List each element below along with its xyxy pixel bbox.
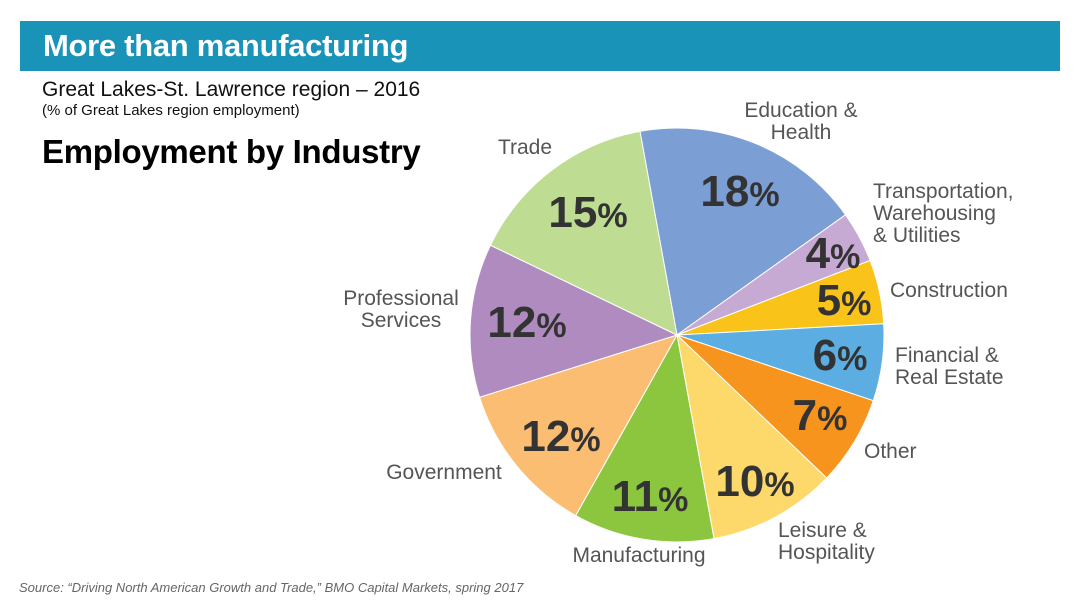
slice-label: Trade	[498, 136, 552, 159]
data-label: 18%	[700, 167, 779, 216]
slice-label: Financial & Real Estate	[895, 344, 1004, 389]
unit-note: (% of Great Lakes region employment)	[42, 102, 300, 119]
data-label: 5%	[817, 276, 872, 325]
slice-label: Government	[386, 461, 502, 484]
subtitle: Great Lakes-St. Lawrence region – 2016	[42, 78, 421, 101]
slice-label: Professional Services	[343, 287, 459, 332]
pie-slice	[489, 130, 678, 336]
slice-label: Manufacturing	[572, 544, 705, 567]
data-label: 15%	[548, 188, 627, 237]
data-label: 12%	[487, 298, 566, 347]
data-label: 4%	[806, 229, 861, 278]
pie-slice	[478, 334, 679, 517]
data-label: 7%	[793, 391, 848, 440]
chart-title: Employment by Industry	[42, 133, 421, 170]
title-banner: More than manufacturing	[20, 21, 1060, 71]
source-note: Source: “Driving North American Growth a…	[19, 580, 524, 595]
data-label: 11%	[612, 472, 689, 521]
slice-label: Other	[864, 440, 917, 463]
data-label: 12%	[521, 412, 600, 461]
pie-slice	[469, 244, 679, 398]
slice-label: Education & Health	[744, 99, 857, 144]
data-label: 6%	[813, 331, 868, 380]
slice-label: Transportation, Warehousing & Utilities	[873, 180, 1013, 247]
slice-label: Leisure & Hospitality	[778, 519, 875, 564]
pie-slice	[676, 333, 828, 540]
banner-title: More than manufacturing	[43, 28, 409, 63]
pie-slice	[575, 333, 715, 543]
data-label: 10%	[715, 457, 794, 506]
slice-label: Construction	[890, 279, 1008, 302]
pie-slice	[639, 127, 847, 336]
